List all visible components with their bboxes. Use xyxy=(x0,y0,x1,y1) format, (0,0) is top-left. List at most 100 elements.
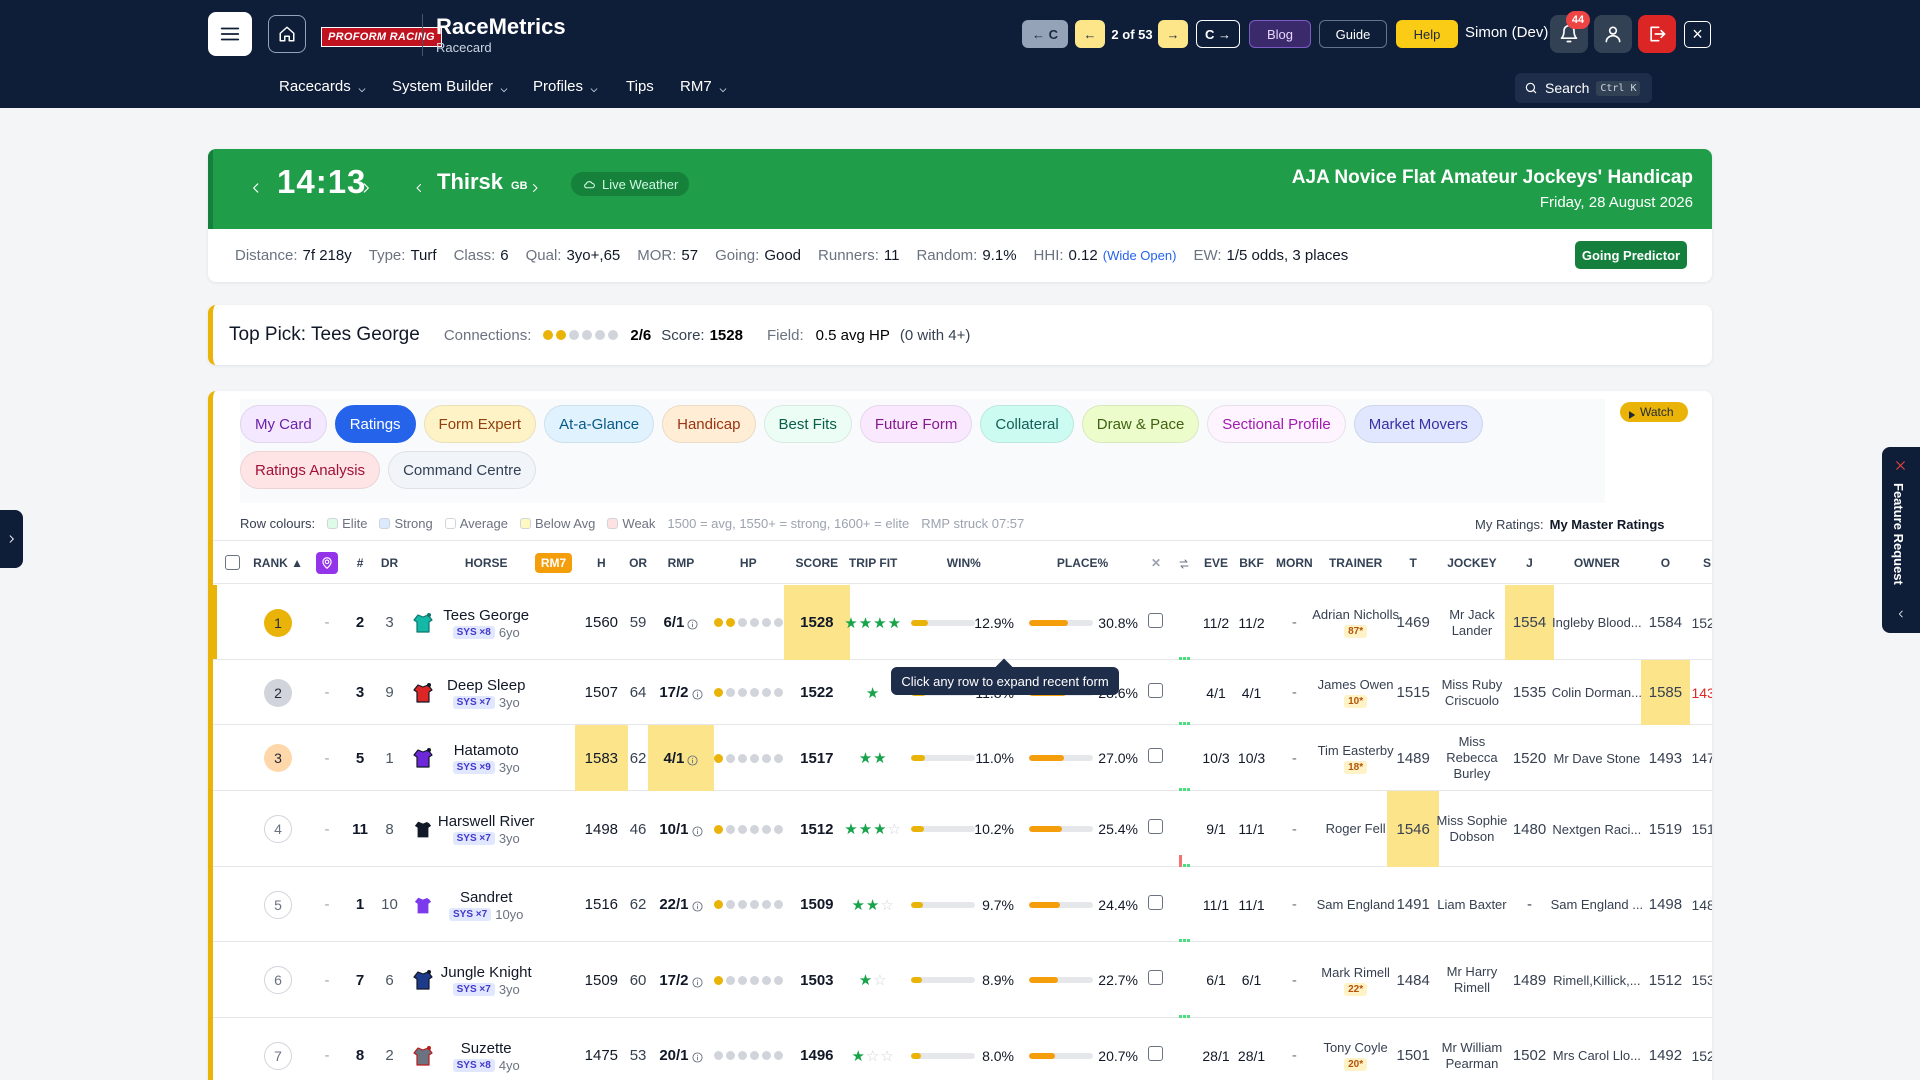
my-ratings-value[interactable]: My Master Ratings xyxy=(1549,517,1665,532)
pin-column-icon[interactable] xyxy=(316,552,339,574)
row-checkbox[interactable] xyxy=(1148,682,1164,698)
jockey-name[interactable]: Liam Baxter xyxy=(1437,896,1507,912)
tab[interactable]: At-a-Glance xyxy=(544,405,655,443)
column-header[interactable]: WIN% xyxy=(919,541,1009,585)
column-header[interactable]: HORSE xyxy=(441,541,531,585)
tab[interactable]: Draw & Pace xyxy=(1081,405,1200,443)
jockey-name[interactable]: Mr William Pearman xyxy=(1441,1039,1503,1071)
nav-item[interactable]: Tips xyxy=(626,78,654,95)
column-header[interactable]: HP xyxy=(703,541,793,585)
owner-name[interactable]: Ingleby Blood... xyxy=(1552,615,1642,630)
horse-name[interactable]: Jungle Knight xyxy=(440,964,532,981)
prev-course-button[interactable]: ← C xyxy=(1022,20,1068,48)
guide-button[interactable]: Guide xyxy=(1319,20,1387,48)
watch-button[interactable]: Watch xyxy=(1620,402,1688,422)
runner-row[interactable]: 3-5 1 Hatamoto SYS ×9 3yo 1583 62 4/1 1517 ★★ 11.0… xyxy=(213,725,1712,791)
runner-row[interactable]: 6-7 6 Jungle Knight SYS ×7 3yo 1509 60 17/2 1503… xyxy=(213,942,1712,1018)
logout-button[interactable] xyxy=(1638,15,1676,53)
column-header[interactable]: O xyxy=(1620,541,1710,585)
jockey-name[interactable]: Mr Jack Lander xyxy=(1449,606,1495,638)
tab[interactable]: My Card xyxy=(240,405,327,443)
runner-row[interactable]: 1 - 2 3 Tees George SYS ×8 6yo 1560 59 6/1 1528 ★★★… xyxy=(213,585,1712,660)
sidebar-toggle[interactable] xyxy=(0,510,23,568)
tab[interactable]: Best Fits xyxy=(763,405,852,443)
profile-button[interactable] xyxy=(1594,15,1632,53)
search-box[interactable]: Search Ctrl K xyxy=(1515,73,1652,103)
tab[interactable]: Ratings Analysis xyxy=(240,451,381,489)
column-header[interactable]: OWNER xyxy=(1552,541,1642,585)
tab[interactable]: Handicap xyxy=(662,405,756,443)
column-header[interactable]: J xyxy=(1485,541,1575,585)
stat-note[interactable]: (Wide Open) xyxy=(1102,248,1177,263)
horse-name[interactable]: Tees George xyxy=(443,606,530,624)
nav-item[interactable]: System Builder xyxy=(392,78,509,95)
column-header[interactable]: S xyxy=(1662,541,1712,585)
jockey-name[interactable]: Miss Ruby Criscuolo xyxy=(1441,676,1503,708)
row-checkbox[interactable] xyxy=(1148,894,1164,910)
row-checkbox[interactable] xyxy=(1148,612,1164,628)
help-button[interactable]: Help xyxy=(1396,20,1458,48)
column-header[interactable]: JOCKEY xyxy=(1427,541,1517,585)
tab[interactable]: Market Movers xyxy=(1353,405,1483,443)
owner-name[interactable]: Rimell,Killick,... xyxy=(1553,972,1641,988)
blog-button[interactable]: Blog xyxy=(1249,20,1311,48)
column-header[interactable]: RMP xyxy=(636,541,726,585)
feature-request-tab[interactable]: Feature Request xyxy=(1882,447,1920,633)
trainer-name[interactable]: Mark Rimell xyxy=(1321,964,1390,980)
home-button[interactable] xyxy=(268,15,306,53)
column-header[interactable]: PLACE% xyxy=(1038,541,1128,585)
brand-logo[interactable]: PROFORM RACING xyxy=(321,27,442,47)
nav-item[interactable]: RM7 xyxy=(680,78,728,95)
horse-name[interactable]: Harswell River xyxy=(437,813,535,830)
horse-name[interactable]: Deep Sleep xyxy=(447,676,526,694)
owner-name[interactable]: Mrs Carol Llo... xyxy=(1552,1048,1641,1063)
trainer-name[interactable]: Roger Fell xyxy=(1325,821,1386,836)
horse-name[interactable]: Suzette xyxy=(460,1039,512,1057)
owner-name[interactable]: Nextgen Raci... xyxy=(1552,821,1642,837)
column-header[interactable]: TRAINER xyxy=(1311,541,1401,585)
row-checkbox[interactable] xyxy=(1148,748,1164,763)
tab[interactable]: Future Form xyxy=(859,405,973,443)
tab[interactable]: Command Centre xyxy=(388,451,537,489)
trainer-name[interactable]: Sam England xyxy=(1316,896,1395,912)
runner-row[interactable]: 7 - 8 2 Suzette SYS ×8 4yo 1475 53 20/1 1496 ★☆☆ 8.0… xyxy=(213,1018,1712,1080)
column-header[interactable]: T xyxy=(1368,541,1458,585)
column-header[interactable]: H xyxy=(556,541,646,585)
jockey-name[interactable]: Miss Sophie Dobson xyxy=(1436,813,1508,844)
runner-row[interactable]: 5 - 1 10 Sandret SYS ×7 10yo 1516 62 22/1 1509 ★★☆ 9… xyxy=(213,867,1712,942)
trainer-name[interactable]: Tim Easterby xyxy=(1317,742,1394,758)
nav-item[interactable]: Racecards xyxy=(279,78,367,95)
runner-row[interactable]: 4-11 8 Harswell River SYS ×7 3yo 1498 46 10/1 15… xyxy=(213,791,1712,867)
menu-button[interactable] xyxy=(208,12,252,56)
owner-name[interactable]: Sam England ... xyxy=(1550,897,1644,912)
select-all-checkbox[interactable] xyxy=(224,555,240,570)
column-header[interactable]: RANK ▲ xyxy=(233,541,323,585)
column-header[interactable]: ✕ xyxy=(1111,541,1201,585)
column-header[interactable]: RM7 xyxy=(509,541,599,585)
tab[interactable]: Sectional Profile xyxy=(1207,405,1346,443)
going-predictor-button[interactable]: Going Predictor xyxy=(1575,241,1687,269)
tab-active[interactable]: Ratings xyxy=(334,405,416,443)
trainer-name[interactable]: James Owen xyxy=(1317,677,1394,692)
row-checkbox[interactable] xyxy=(1148,970,1164,985)
column-header[interactable]: # xyxy=(315,541,405,585)
next-course-button[interactable]: C → xyxy=(1196,20,1240,48)
tab[interactable]: Form Expert xyxy=(423,405,537,443)
owner-name[interactable]: Colin Dorman... xyxy=(1551,685,1642,700)
prev-race-button[interactable]: ← xyxy=(1075,20,1105,48)
row-checkbox[interactable] xyxy=(1148,1045,1164,1061)
close-button[interactable]: × xyxy=(1684,21,1711,48)
column-header[interactable]: TRIP FIT xyxy=(828,541,918,585)
column-header[interactable]: MORN xyxy=(1249,541,1339,585)
horse-name[interactable]: Sandret xyxy=(459,888,513,906)
owner-name[interactable]: Mr Dave Stone xyxy=(1553,750,1641,766)
column-header[interactable]: BKF xyxy=(1207,541,1297,585)
trainer-name[interactable]: Tony Coyle xyxy=(1323,1040,1388,1055)
nav-item[interactable]: Profiles xyxy=(533,78,599,95)
column-header[interactable]: SCORE xyxy=(772,541,862,585)
horse-name[interactable]: Hatamoto xyxy=(453,742,519,759)
jockey-name[interactable]: Mr Harry Rimell xyxy=(1446,964,1498,995)
column-header[interactable]: EVE xyxy=(1171,541,1261,585)
column-header[interactable]: OR xyxy=(593,541,683,585)
next-race-button[interactable]: → xyxy=(1158,20,1188,48)
